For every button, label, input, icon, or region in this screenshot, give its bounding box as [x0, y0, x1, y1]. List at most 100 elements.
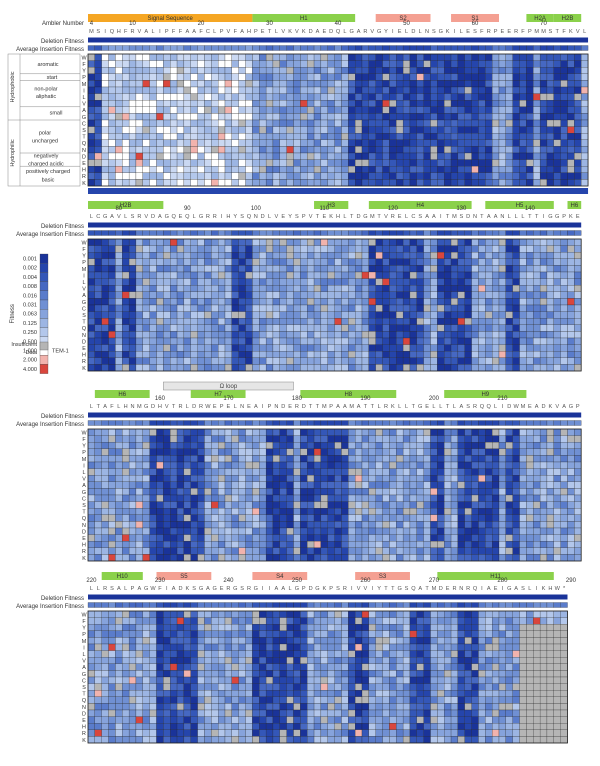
heatmap-cell: [320, 86, 328, 94]
sequence-residue: L: [213, 29, 216, 35]
heatmap-cell: [197, 278, 205, 286]
heatmap-cell: [279, 364, 287, 372]
heatmap-cell: [505, 291, 513, 299]
heatmap-cell: [567, 475, 575, 482]
heatmap-cell: [313, 86, 322, 94]
heatmap-cell: [416, 514, 424, 522]
heatmap-cell: [526, 133, 534, 140]
heatmap-cell: [485, 514, 493, 522]
heatmap-cell: [320, 527, 328, 535]
heatmap-cell: [492, 86, 500, 94]
heatmap-cell: [252, 547, 260, 555]
heatmap-cell: [122, 133, 130, 140]
insertion-fitness-cell: [450, 45, 459, 51]
heatmap-cell: [519, 337, 527, 345]
heatmap-cell: [204, 100, 212, 107]
heatmap-cell: [457, 258, 465, 266]
insertion-fitness-cell: [498, 420, 506, 426]
heatmap-cell: [286, 461, 294, 469]
heatmap-cell: [279, 428, 287, 436]
heatmap-cell: [252, 252, 260, 259]
heatmap-cell: [553, 461, 561, 469]
heatmap-cell: [101, 113, 109, 121]
heatmap-cell: [279, 73, 287, 81]
heatmap-cell: [108, 481, 116, 489]
heatmap-cell: [560, 285, 568, 292]
heatmap-cell: [382, 311, 390, 319]
heatmap-cell: [163, 494, 171, 502]
heatmap-cell: [238, 252, 246, 259]
heatmap-cell: [533, 435, 541, 443]
heatmap-cell: [526, 93, 534, 101]
heatmap-cell: [279, 357, 287, 365]
heatmap-cell: [553, 106, 561, 114]
heatmap-cell: [101, 265, 109, 273]
heatmap-cell: [170, 152, 178, 160]
heatmap-cell: [313, 93, 322, 101]
heatmap-cell: [307, 159, 315, 167]
heatmap-cell: [505, 357, 513, 365]
heatmap-cell: [279, 285, 287, 292]
heatmap-cell: [396, 80, 404, 88]
heatmap-cell: [204, 311, 212, 319]
heatmap-cell: [444, 80, 452, 88]
insertion-fitness-cell: [252, 230, 260, 236]
heatmap-cell: [272, 324, 280, 332]
heatmap-cell: [389, 428, 397, 436]
heatmap-cell: [402, 435, 411, 443]
heatmap-cell: [567, 179, 575, 187]
heatmap-cell: [135, 60, 143, 68]
heatmap-cell: [396, 285, 404, 292]
heatmap-cell: [478, 271, 486, 279]
heatmap-cell: [128, 73, 137, 81]
heatmap-cell: [361, 271, 369, 279]
heatmap-cell: [265, 521, 274, 529]
heatmap-cell: [546, 298, 554, 306]
heatmap-cell: [361, 554, 369, 562]
heatmap-cell: [108, 435, 116, 443]
heatmap-cell: [560, 271, 568, 279]
heatmap-cell: [211, 245, 219, 253]
heatmap-cell: [320, 442, 328, 449]
position-tick-label: 250: [292, 578, 303, 584]
heatmap-cell: [115, 311, 123, 319]
heatmap-cell: [204, 481, 212, 489]
heatmap-cell: [396, 364, 404, 372]
heatmap-cell: [533, 337, 541, 345]
heatmap-cell: [149, 364, 157, 372]
heatmap-cell: [272, 133, 280, 140]
heatmap-cell: [505, 514, 513, 522]
heatmap-cell: [574, 468, 582, 476]
insertion-fitness-cell: [211, 230, 219, 236]
feature-helix-4: H5: [485, 201, 554, 209]
feature-helix-1: H6: [94, 390, 150, 398]
sequence-residue: T: [528, 214, 532, 220]
heatmap-cell: [122, 113, 130, 121]
heatmap-cell: [519, 351, 527, 358]
heatmap-cell: [423, 113, 431, 121]
heatmap-cell: [361, 291, 369, 299]
heatmap-cell: [327, 159, 335, 167]
heatmap-cell: [389, 258, 397, 266]
heatmap-cell: [382, 547, 390, 555]
heatmap-cell: [176, 331, 185, 339]
heatmap-cell: [238, 514, 246, 522]
sequence-residue: K: [322, 586, 326, 592]
heatmap-cell: [94, 139, 102, 147]
heatmap-cell: [574, 271, 582, 279]
heatmap-cell: [444, 364, 452, 372]
heatmap-cell: [375, 258, 383, 266]
insertion-fitness-cell: [341, 420, 349, 426]
heatmap-cell: [142, 351, 150, 358]
heatmap-cell: [259, 344, 267, 352]
heatmap-cell: [430, 344, 438, 352]
insertion-fitness-cell: [224, 230, 232, 236]
heatmap-grid: [87, 238, 582, 372]
heatmap-cell: [149, 60, 157, 68]
insertion-fitness-cell: [512, 420, 520, 426]
heatmap-cell: [94, 172, 102, 180]
position-tick-label: 130: [456, 206, 467, 212]
heatmap-cell: [265, 435, 274, 443]
heatmap-cell: [437, 554, 445, 562]
heatmap-cell: [128, 337, 137, 345]
